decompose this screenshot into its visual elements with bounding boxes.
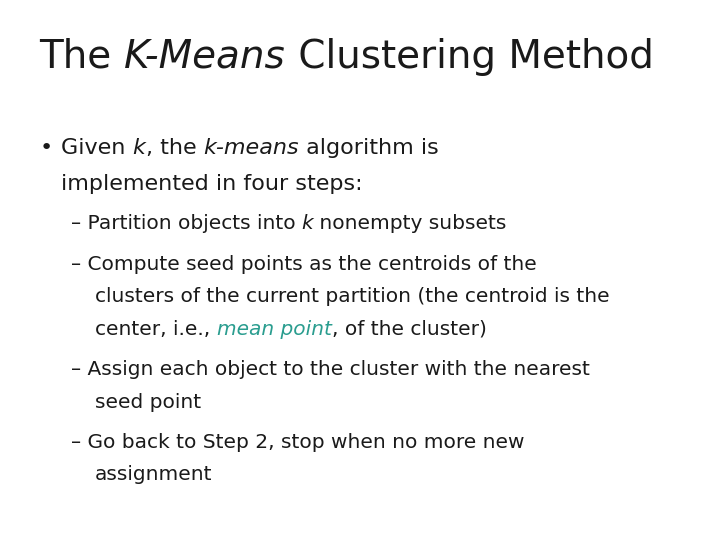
Text: K-Means: K-Means (125, 38, 286, 76)
Text: seed point: seed point (95, 393, 201, 411)
Text: Given: Given (61, 138, 132, 158)
Text: – Partition objects into: – Partition objects into (71, 214, 302, 233)
Text: clusters of the current partition (the centroid is the: clusters of the current partition (the c… (95, 287, 610, 306)
Text: , the: , the (145, 138, 203, 158)
Text: center, i.e.,: center, i.e., (95, 320, 217, 339)
Text: k-means: k-means (203, 138, 299, 158)
Text: – Go back to Step 2, stop when no more new: – Go back to Step 2, stop when no more n… (71, 433, 524, 452)
Text: – Assign each object to the cluster with the nearest: – Assign each object to the cluster with… (71, 360, 590, 379)
Text: , of the cluster): , of the cluster) (331, 320, 487, 339)
Text: implemented in four steps:: implemented in four steps: (61, 174, 363, 194)
Text: The: The (40, 38, 125, 76)
Text: nonempty subsets: nonempty subsets (313, 214, 507, 233)
Text: algorithm is: algorithm is (299, 138, 438, 158)
Text: – Compute seed points as the centroids of the: – Compute seed points as the centroids o… (71, 255, 536, 274)
Text: assignment: assignment (95, 465, 212, 484)
Text: •: • (40, 138, 53, 158)
Text: k: k (302, 214, 313, 233)
Text: mean point: mean point (217, 320, 331, 339)
Text: Clustering Method: Clustering Method (286, 38, 654, 76)
Text: k: k (132, 138, 145, 158)
